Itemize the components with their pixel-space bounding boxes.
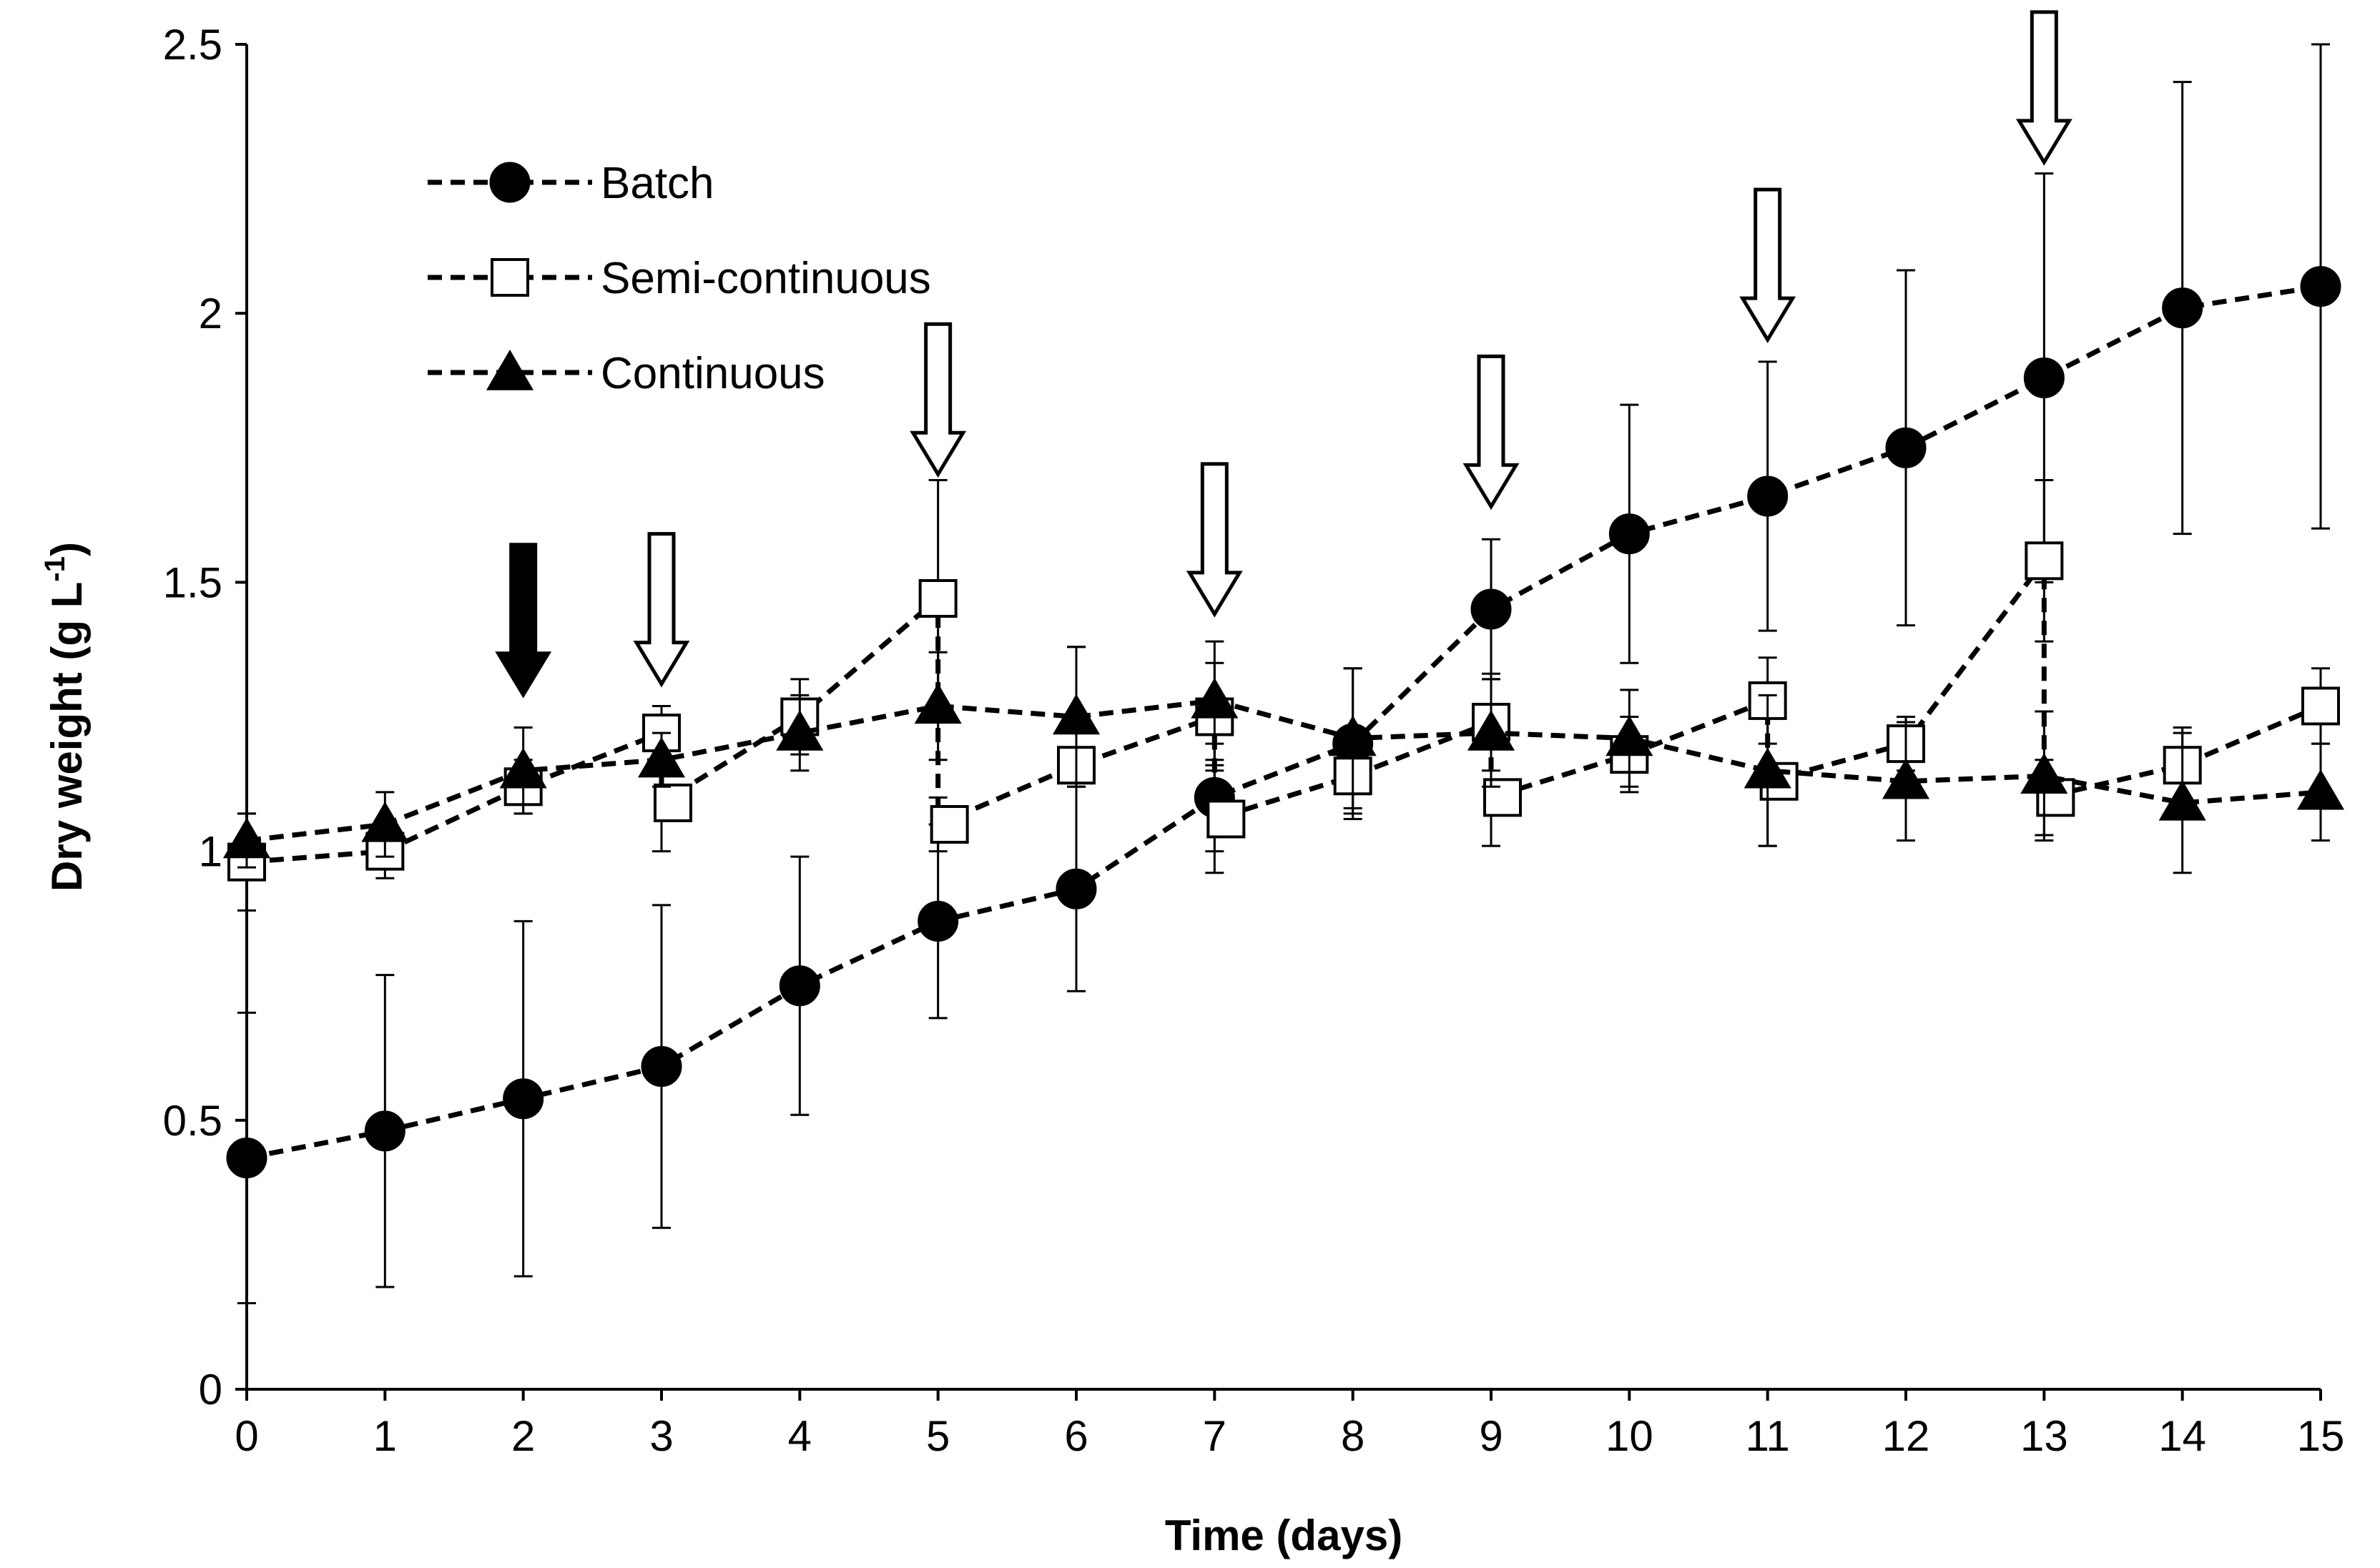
marker-circle — [1608, 513, 1650, 555]
feeding-arrows — [495, 10, 2072, 699]
open-arrow — [633, 532, 690, 688]
marker-square — [2301, 686, 2340, 726]
marker-circle — [1747, 475, 1789, 517]
open-arrow — [1462, 354, 1520, 511]
marker-square — [918, 578, 958, 618]
marker-circle — [918, 900, 959, 942]
marker-circle — [489, 162, 531, 203]
marker-triangle — [914, 683, 962, 724]
y-tick-label: 1 — [199, 828, 222, 876]
x-axis-title: Time (days) — [1165, 1512, 1402, 1559]
open-arrow — [1186, 462, 1243, 618]
marker-triangle — [222, 817, 271, 859]
marker-square — [1483, 778, 1522, 817]
x-tick-label: 2 — [511, 1412, 535, 1460]
series-line — [246, 284, 2321, 1160]
open-arrow — [2015, 10, 2072, 166]
y-tick-label: 1.5 — [163, 558, 222, 606]
series-layer — [222, 43, 2345, 1305]
y-axis-title-sup: -1 — [39, 556, 71, 582]
x-tick-label: 6 — [1064, 1412, 1088, 1460]
legend-item-batch: Batch — [428, 159, 714, 208]
marker-square — [1206, 799, 1246, 839]
x-tick-label: 8 — [1341, 1412, 1364, 1460]
marker-triangle — [2158, 779, 2206, 821]
marker-triangle — [1605, 715, 1653, 756]
legend-item-continuous: Continuous — [428, 349, 825, 398]
marker-triangle — [1744, 747, 1791, 789]
marker-square — [491, 258, 529, 297]
y-tick-label: 0.5 — [163, 1097, 222, 1145]
x-tick-label: 13 — [2020, 1412, 2068, 1460]
y-axis-title-close: ) — [43, 542, 91, 556]
y-tick-label: 2 — [199, 290, 222, 337]
marker-circle — [226, 1137, 267, 1178]
marker-triangle — [1191, 677, 1239, 719]
marker-triangle — [637, 736, 686, 778]
x-tick-label: 15 — [2297, 1412, 2345, 1460]
x-tick-label: 5 — [926, 1412, 950, 1460]
y-tick-label: 0 — [199, 1366, 222, 1414]
marker-circle — [641, 1046, 682, 1088]
marker-circle — [503, 1078, 544, 1120]
marker-triangle — [1882, 758, 1930, 799]
open-arrow — [1739, 187, 1796, 343]
solid-arrow — [495, 543, 552, 699]
marker-triangle — [499, 747, 547, 789]
marker-circle — [1885, 427, 1927, 468]
marker-triangle — [361, 802, 409, 842]
y-tick-label: 2.5 — [163, 21, 222, 69]
marker-circle — [2300, 266, 2341, 307]
marker-circle — [779, 965, 820, 1007]
legend-item-semi-continuous: Semi-continuous — [428, 254, 931, 303]
legend-label: Batch — [601, 159, 714, 208]
marker-square — [930, 804, 969, 844]
marker-triangle — [2296, 769, 2345, 810]
marker-circle — [364, 1110, 405, 1152]
marker-triangle — [1052, 694, 1101, 735]
x-tick-label: 12 — [1882, 1412, 1930, 1460]
marker-triangle — [776, 710, 824, 751]
legend: Batch Semi-continuous Continuous — [428, 159, 931, 398]
open-arrow — [910, 322, 967, 478]
series-batch — [226, 43, 2341, 1305]
marker-circle — [2162, 287, 2203, 329]
legend-label: Continuous — [601, 349, 825, 398]
x-tick-label: 3 — [649, 1412, 673, 1460]
x-tick-label: 4 — [788, 1412, 812, 1460]
marker-triangle — [1467, 710, 1515, 751]
marker-triangle — [1329, 715, 1377, 756]
marker-circle — [2023, 357, 2065, 398]
x-tick-label: 10 — [1605, 1412, 1653, 1460]
marker-square — [654, 783, 692, 822]
x-tick-label: 0 — [235, 1412, 258, 1460]
series-continuous — [222, 640, 2345, 874]
x-tick-label: 11 — [1746, 1412, 1790, 1460]
x-tick-label: 1 — [373, 1412, 397, 1460]
marker-triangle — [2020, 753, 2068, 794]
series-line — [246, 553, 2322, 865]
x-tick-label: 7 — [1203, 1412, 1226, 1460]
series-semi-continuous — [227, 478, 2340, 912]
y-axis-title: Dry weight (g L-1) — [39, 542, 91, 892]
series-line — [246, 698, 2321, 844]
x-tick-label: 9 — [1479, 1412, 1503, 1460]
marker-circle — [1470, 588, 1512, 630]
y-axis-title-main: Dry weight (g L — [43, 582, 91, 892]
marker-triangle — [486, 350, 534, 390]
marker-square — [2025, 541, 2064, 581]
x-tick-label: 14 — [2158, 1412, 2206, 1460]
legend-label: Semi-continuous — [601, 254, 931, 303]
